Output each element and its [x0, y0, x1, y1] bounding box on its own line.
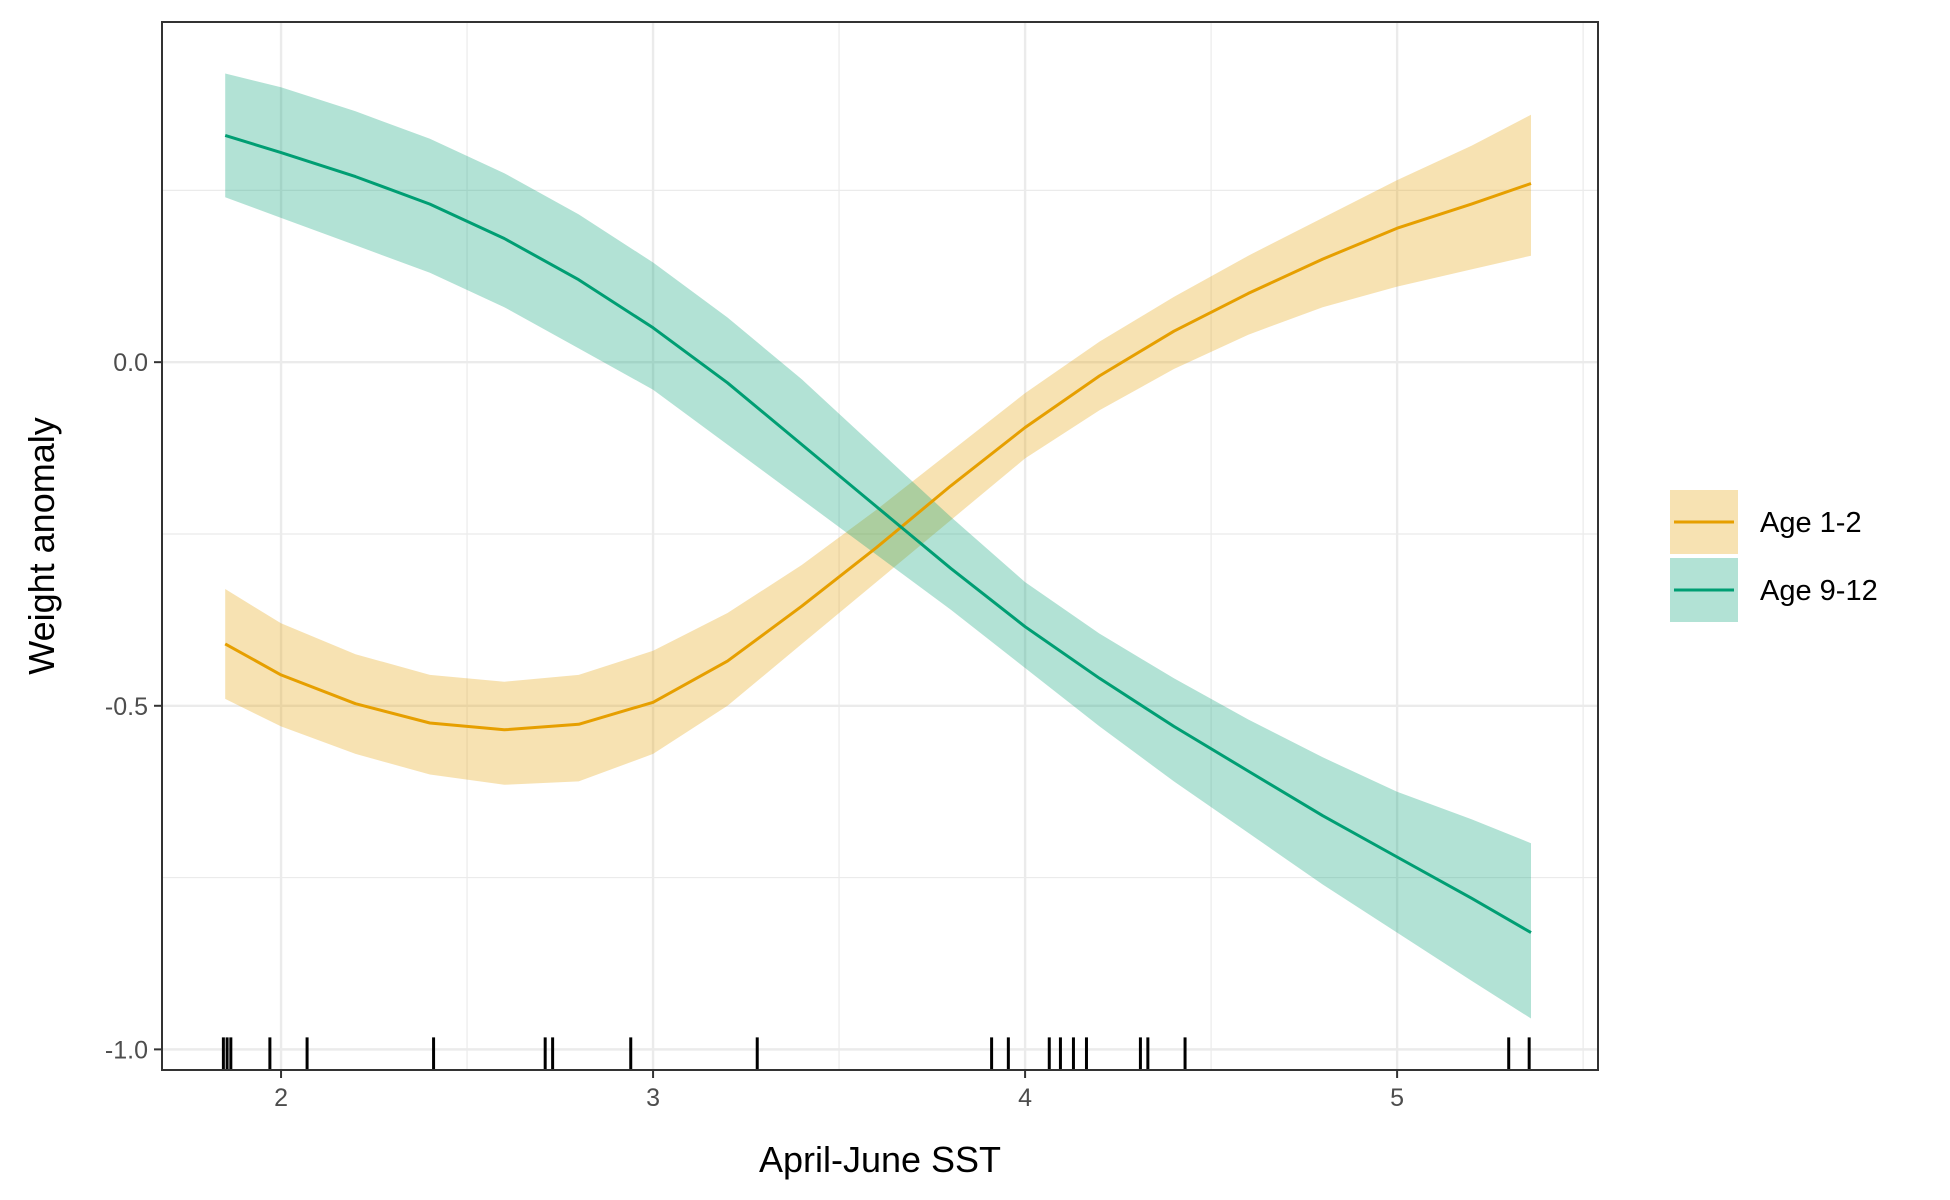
y-tick-label: -0.5: [105, 693, 148, 721]
line-series-1: [224, 182, 1532, 732]
band-series-1: [225, 114, 1532, 785]
legend-item-2: Age 9-12: [1670, 556, 1878, 624]
grid-minor: [162, 22, 1598, 1070]
x-tick-label: 5: [1390, 1084, 1404, 1112]
y-tick-label: -1.0: [105, 1036, 148, 1064]
y-tick-label: 0.0: [113, 349, 148, 377]
y-axis: -1.0 -0.5 0.0: [105, 349, 162, 1064]
legend: Age 1-2 Age 9-12: [1670, 488, 1878, 624]
legend-label: Age 9-12: [1760, 575, 1878, 607]
x-axis-title: April-June SST: [759, 1139, 1001, 1180]
series-lines: [224, 133, 1532, 934]
rug-marks: [221, 1037, 1531, 1069]
x-axis: 2 3 4 5: [274, 1070, 1404, 1112]
grid-major: [162, 22, 1598, 1070]
x-tick-label: 3: [646, 1084, 660, 1112]
x-tick-label: 2: [274, 1084, 288, 1112]
y-axis-title: Weight anomaly: [21, 417, 62, 674]
x-tick-label: 4: [1018, 1084, 1032, 1112]
legend-item-1: Age 1-2: [1670, 488, 1862, 556]
panel-border: [161, 21, 1599, 1071]
legend-label: Age 1-2: [1760, 507, 1862, 539]
line-series-2: [224, 133, 1532, 934]
